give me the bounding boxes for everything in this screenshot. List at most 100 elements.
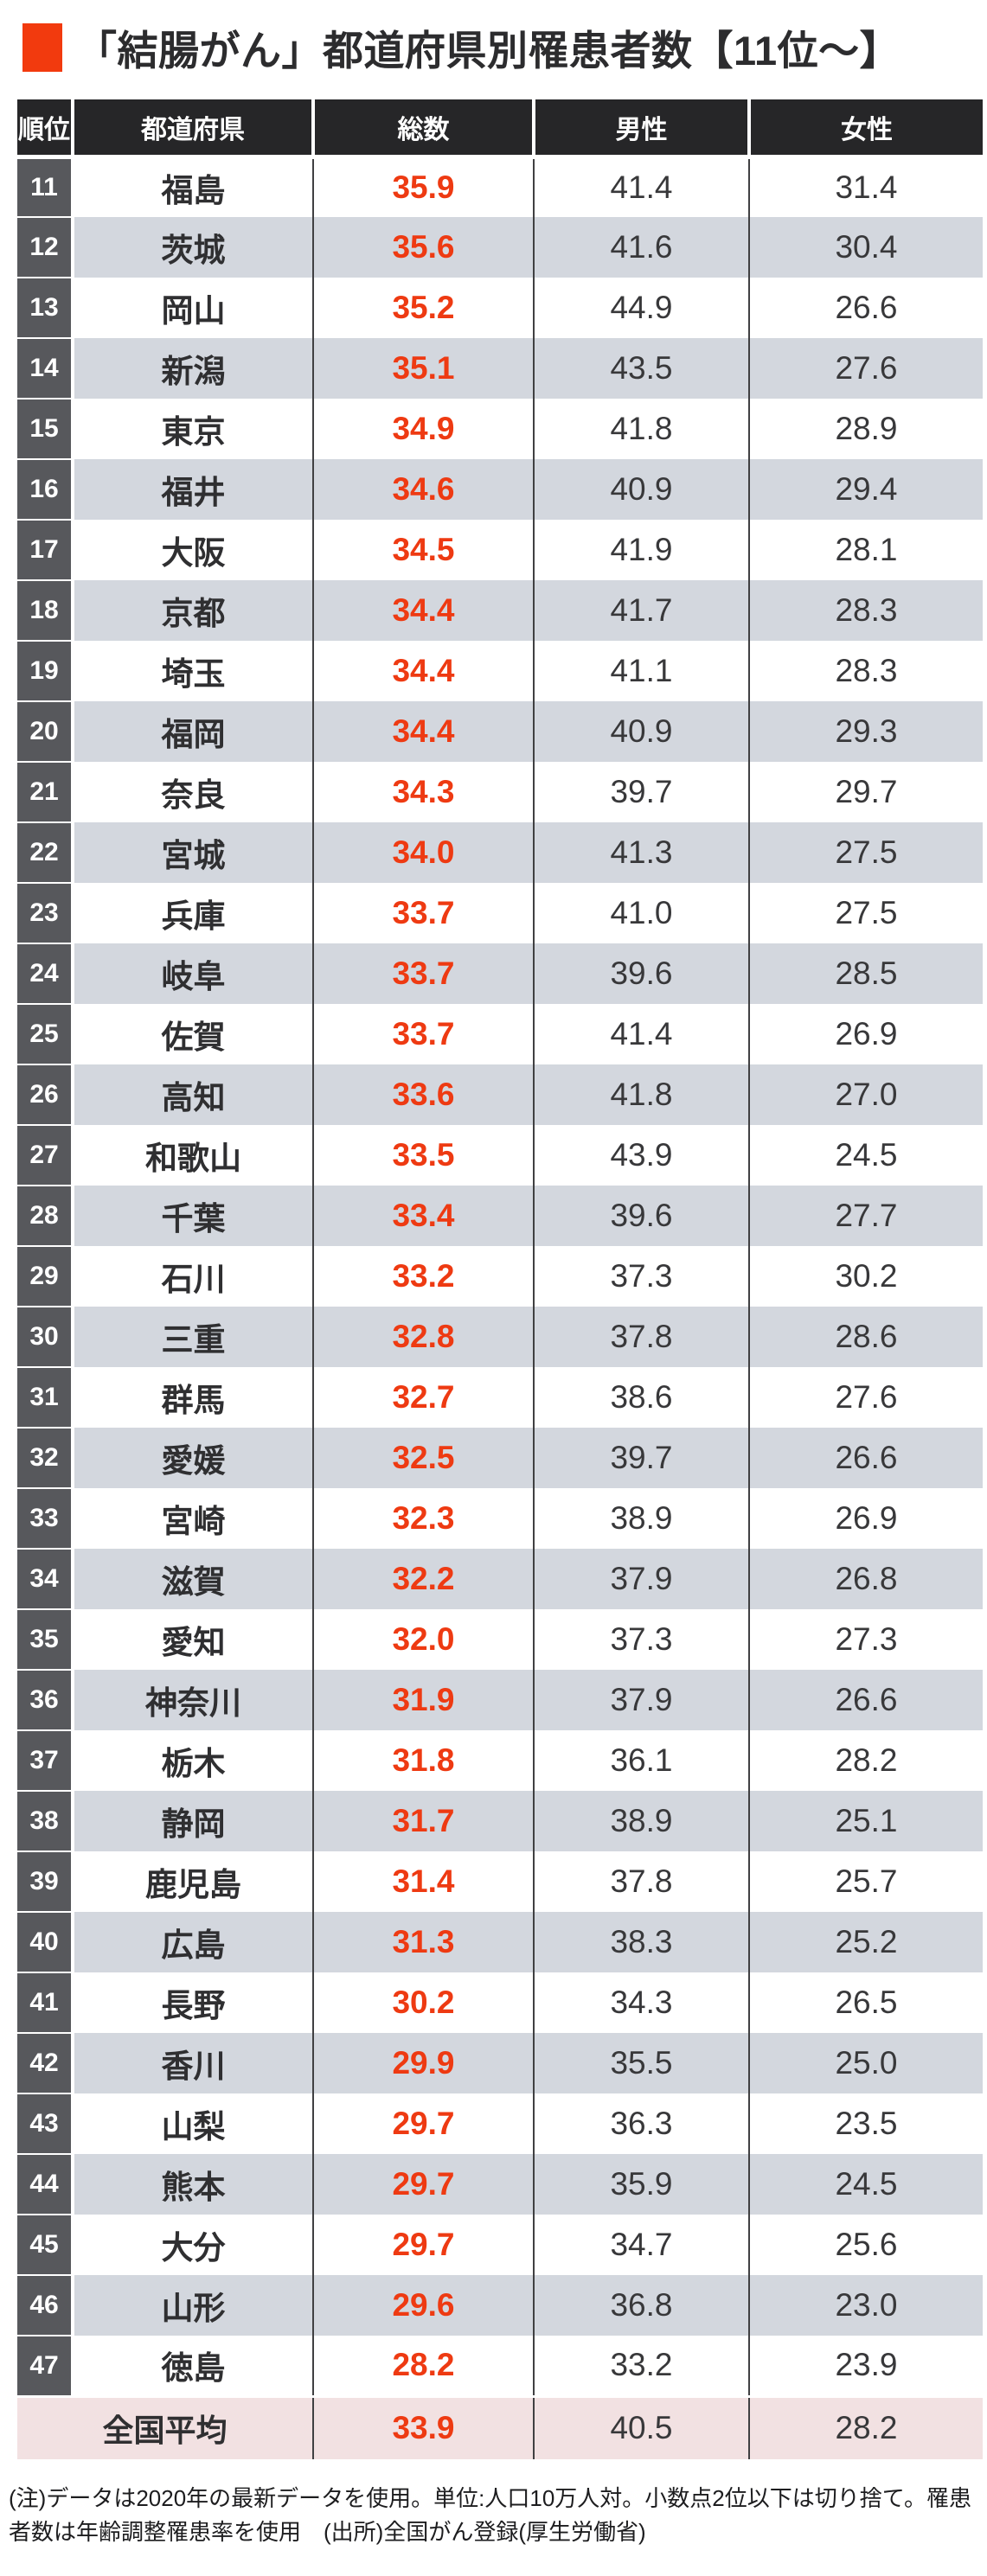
rank-cell: 37	[17, 1730, 73, 1792]
male-cell: 43.5	[533, 338, 749, 399]
prefecture-cell: 千葉	[71, 1186, 313, 1246]
male-cell: 38.6	[533, 1367, 749, 1428]
total-cell: 33.6	[312, 1064, 534, 1125]
header-row: 順位 都道府県 総数 男性 女性	[17, 99, 983, 159]
rank-cell: 23	[17, 883, 73, 944]
prefecture-cell: 兵庫	[71, 883, 313, 943]
male-cell: 43.9	[533, 1125, 749, 1186]
female-cell: 24.5	[748, 2154, 983, 2215]
prefecture-cell: 山形	[71, 2275, 313, 2336]
table-row: 36 神奈川 31.9 37.9 26.6	[17, 1670, 983, 1731]
total-cell: 33.7	[312, 1004, 534, 1064]
table-row: 24 岐阜 33.7 39.6 28.5	[17, 943, 983, 1005]
table-row: 15 東京 34.9 41.8 28.9	[17, 399, 983, 460]
table-row: 34 滋賀 32.2 37.9 26.8	[17, 1549, 983, 1610]
table-row: 14 新潟 35.1 43.5 27.6	[17, 338, 983, 400]
total-cell: 33.5	[312, 1125, 534, 1186]
rank-cell: 17	[17, 520, 73, 581]
rank-cell: 31	[17, 1367, 73, 1429]
female-cell: 26.6	[748, 278, 983, 338]
male-cell: 41.3	[533, 822, 749, 883]
female-cell: 26.9	[748, 1004, 983, 1064]
female-cell: 25.6	[748, 2215, 983, 2275]
rank-cell: 32	[17, 1428, 73, 1489]
rank-cell: 33	[17, 1488, 73, 1550]
table-row: 47 徳島 28.2 33.2 23.9	[17, 2336, 983, 2397]
female-cell: 27.3	[748, 1609, 983, 1670]
rank-cell: 27	[17, 1125, 73, 1186]
rank-cell: 35	[17, 1609, 73, 1671]
rank-cell: 18	[17, 580, 73, 642]
prefecture-cell: 宮城	[71, 822, 313, 883]
male-cell: 39.7	[533, 762, 749, 822]
table-row: 19 埼玉 34.4 41.1 28.3	[17, 641, 983, 702]
female-cell: 29.7	[748, 762, 983, 822]
prefecture-cell: 群馬	[71, 1367, 313, 1428]
male-cell: 41.4	[533, 157, 749, 217]
male-cell: 38.3	[533, 1912, 749, 1972]
table-row: 32 愛媛 32.5 39.7 26.6	[17, 1428, 983, 1489]
summary-total: 33.9	[312, 2394, 534, 2459]
table-row: 33 宮崎 32.3 38.9 26.9	[17, 1488, 983, 1550]
male-cell: 40.9	[533, 701, 749, 762]
header-total: 総数	[311, 99, 534, 159]
table-body: 11 福島 35.9 41.4 31.4 12 茨城 35.6 41.6 30.…	[17, 157, 983, 2397]
rank-cell: 36	[17, 1670, 73, 1731]
prefecture-cell: 東京	[71, 399, 313, 459]
rank-cell: 16	[17, 459, 73, 521]
male-cell: 41.8	[533, 399, 749, 459]
prefecture-cell: 愛知	[71, 1609, 313, 1670]
male-cell: 41.9	[533, 520, 749, 580]
total-cell: 33.2	[312, 1246, 534, 1307]
rank-cell: 11	[17, 157, 73, 218]
table-row: 27 和歌山 33.5 43.9 24.5	[17, 1125, 983, 1186]
male-cell: 37.8	[533, 1307, 749, 1367]
table-row: 28 千葉 33.4 39.6 27.7	[17, 1186, 983, 1247]
prefecture-cell: 佐賀	[71, 1004, 313, 1064]
rank-cell: 22	[17, 822, 73, 884]
total-cell: 29.7	[312, 2154, 534, 2215]
total-cell: 34.5	[312, 520, 534, 580]
table-row: 41 長野 30.2 34.3 26.5	[17, 1972, 983, 2034]
female-cell: 25.0	[748, 2033, 983, 2093]
rank-cell: 28	[17, 1186, 73, 1247]
total-cell: 32.2	[312, 1549, 534, 1609]
male-cell: 34.3	[533, 1972, 749, 2033]
female-cell: 25.1	[748, 1791, 983, 1851]
rank-cell: 42	[17, 2033, 73, 2094]
female-cell: 24.5	[748, 1125, 983, 1186]
rank-cell: 38	[17, 1791, 73, 1852]
table-row: 29 石川 33.2 37.3 30.2	[17, 1246, 983, 1307]
prefecture-cell: 岡山	[71, 278, 313, 338]
rank-cell: 41	[17, 1972, 73, 2034]
female-cell: 27.6	[748, 1367, 983, 1428]
female-cell: 23.0	[748, 2275, 983, 2336]
prefecture-cell: 石川	[71, 1246, 313, 1307]
female-cell: 27.5	[748, 883, 983, 943]
total-cell: 32.0	[312, 1609, 534, 1670]
prefecture-cell: 神奈川	[71, 1670, 313, 1730]
female-cell: 27.6	[748, 338, 983, 399]
prefecture-cell: 京都	[71, 580, 313, 641]
table-header: 順位 都道府県 総数 男性 女性	[17, 99, 983, 159]
rank-cell: 15	[17, 399, 73, 460]
summary-row: 全国平均 33.9 40.5 28.2	[17, 2394, 983, 2459]
prefecture-cell: 大分	[71, 2215, 313, 2275]
table-row: 31 群馬 32.7 38.6 27.6	[17, 1367, 983, 1429]
header-female: 女性	[747, 99, 983, 159]
male-cell: 35.9	[533, 2154, 749, 2215]
summary-female: 28.2	[748, 2394, 983, 2459]
prefecture-cell: 栃木	[71, 1730, 313, 1791]
table-row: 38 静岡 31.7 38.9 25.1	[17, 1791, 983, 1852]
female-cell: 23.5	[748, 2093, 983, 2154]
male-cell: 37.8	[533, 1851, 749, 1912]
male-cell: 37.9	[533, 1549, 749, 1609]
male-cell: 33.2	[533, 2336, 749, 2396]
footer-note: (注)データは2020年の最新データを使用。単位:人口10万人対。小数点2位以下…	[9, 2485, 971, 2545]
table-row: 13 岡山 35.2 44.9 26.6	[17, 278, 983, 339]
male-cell: 37.3	[533, 1246, 749, 1307]
prefecture-cell: 三重	[71, 1307, 313, 1367]
total-cell: 35.9	[312, 157, 534, 217]
table-row: 45 大分 29.7 34.7 25.6	[17, 2215, 983, 2276]
female-cell: 26.5	[748, 1972, 983, 2033]
